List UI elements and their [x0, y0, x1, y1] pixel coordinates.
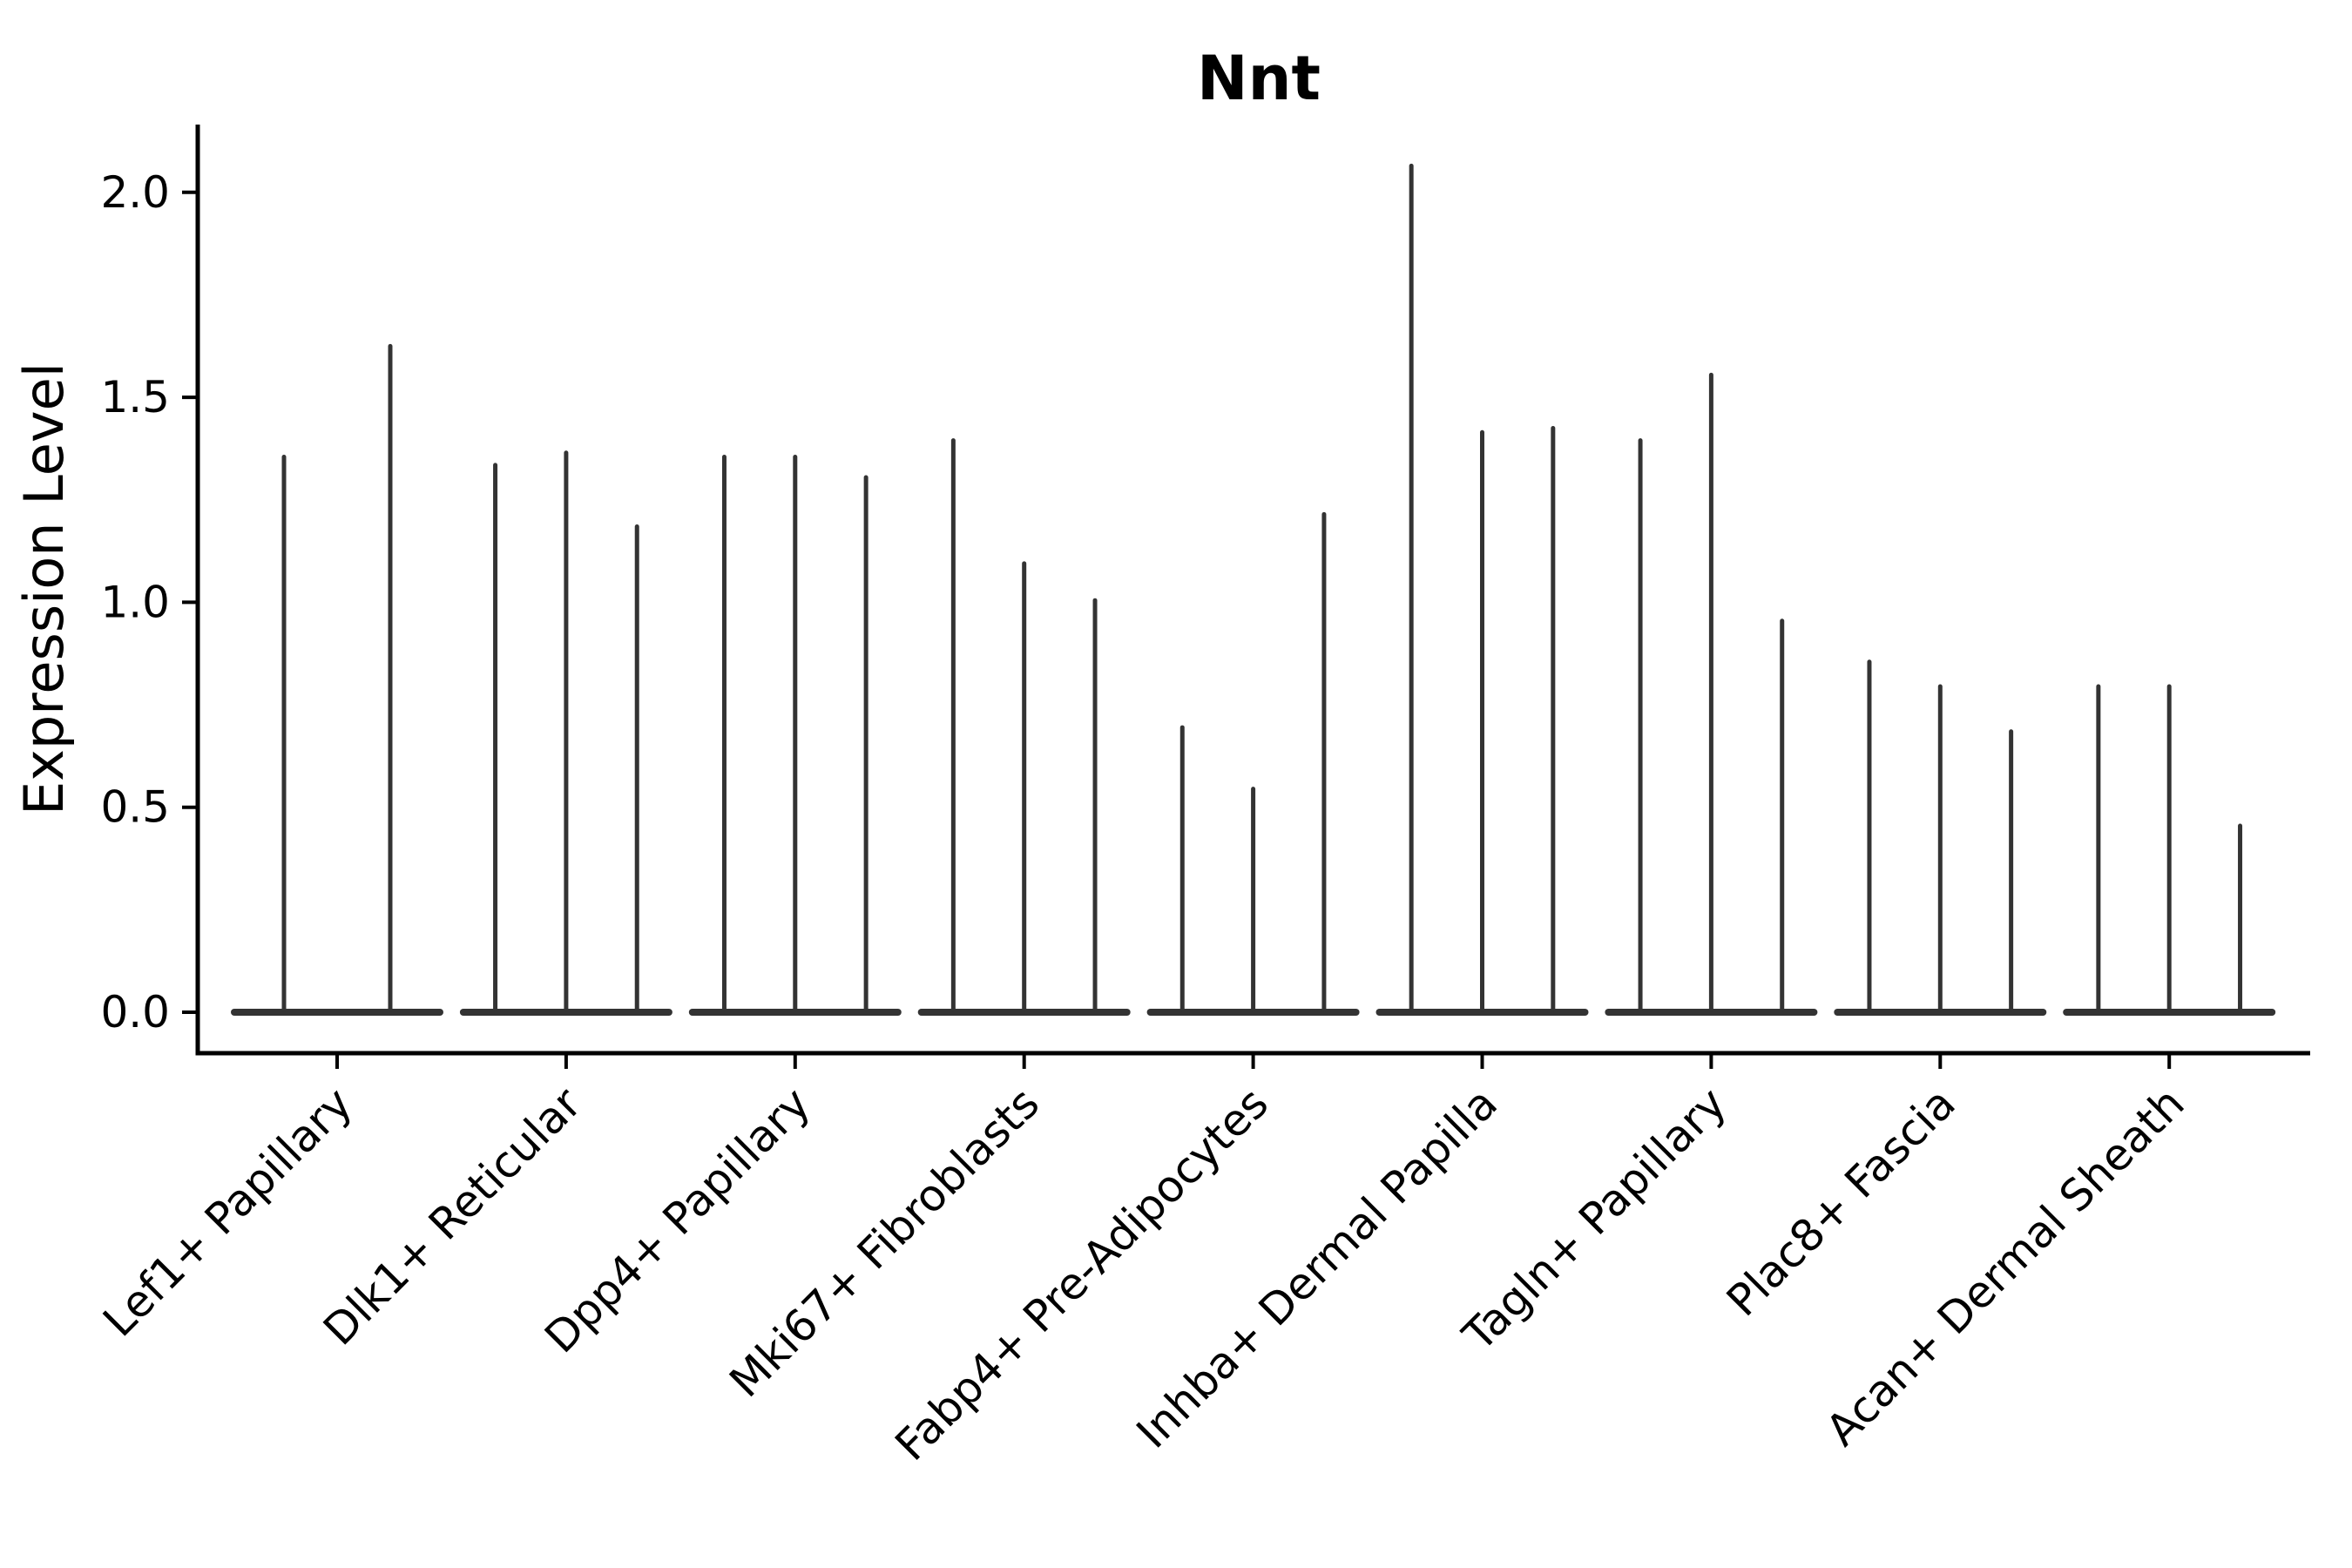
violin-body: [231, 1009, 443, 1016]
violin-spike: [1867, 659, 1872, 1012]
violin-spike: [863, 475, 868, 1012]
violin-group: [2063, 684, 2276, 1016]
y-axis-labels: 0.0 0.5 1.0 1.5 2.0: [100, 167, 170, 1037]
violin-spike: [721, 454, 727, 1012]
violin-spike: [281, 454, 287, 1012]
x-tick-label: Plac8+ Fascia: [1717, 1078, 1965, 1326]
y-tick-label: 0.5: [100, 782, 170, 833]
violin-spike: [1022, 561, 1027, 1012]
violin-group: [1146, 511, 1360, 1016]
violin-spike: [950, 438, 956, 1012]
violin-spike: [1480, 429, 1484, 1012]
violin-spike: [2096, 684, 2101, 1012]
violin-spike: [493, 463, 498, 1012]
violin-group: [1605, 372, 1818, 1016]
x-tick-label: Lef1+ Papillary: [93, 1078, 362, 1346]
violin-spike: [634, 524, 639, 1012]
violin-body: [1605, 1009, 1818, 1016]
violin-group: [459, 450, 672, 1016]
violin-spike: [793, 454, 798, 1012]
violin-spike: [1551, 426, 1556, 1012]
violin-spike: [2009, 729, 2014, 1012]
violin-spike: [2238, 823, 2243, 1012]
x-tick-label: Inhba+ Dermal Papilla: [1127, 1078, 1507, 1457]
violin-spike: [1937, 684, 1943, 1012]
violin-spike: [1179, 725, 1185, 1012]
violin-spike: [2166, 684, 2172, 1012]
violin-spike: [388, 343, 393, 1012]
y-tick-label: 0.0: [100, 987, 170, 1037]
violin-spike: [1092, 598, 1098, 1012]
violin-group: [917, 438, 1131, 1016]
chart-title: Nnt: [1197, 43, 1321, 114]
violin-spike: [564, 450, 569, 1012]
axes: [182, 125, 2310, 1069]
violin-spike: [1780, 618, 1785, 1012]
violin-group: [1834, 659, 2047, 1016]
violin-group: [688, 454, 902, 1016]
violin-spike: [1251, 787, 1256, 1012]
violin-group: [231, 343, 443, 1016]
y-tick-label: 1.5: [100, 372, 170, 422]
y-tick-label: 1.0: [100, 577, 170, 627]
violin-spike: [1638, 438, 1643, 1012]
violin-spike: [1409, 163, 1414, 1012]
y-axis-title: Expression Level: [12, 362, 76, 815]
violin-spike: [1708, 372, 1713, 1012]
violins: [231, 163, 2276, 1016]
violin-spike: [1321, 511, 1327, 1012]
x-tick-label: Fabp4+ Pre-Adipocytes: [886, 1078, 1279, 1470]
violin-group: [1375, 163, 1589, 1016]
y-tick-label: 2.0: [100, 167, 170, 218]
violin-body: [688, 1009, 902, 1016]
